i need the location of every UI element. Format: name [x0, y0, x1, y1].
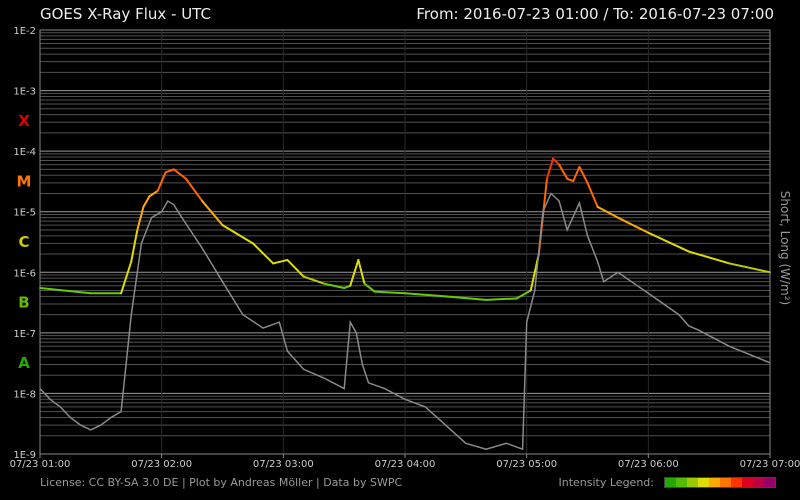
series-long-segment [130, 228, 139, 263]
series-long-segment [373, 290, 406, 295]
plot-frame [39, 29, 771, 455]
series-long-segment [515, 289, 532, 300]
series-long-segment [728, 262, 771, 274]
series-long-segment [357, 258, 366, 285]
grid-lines [39, 30, 771, 455]
series-long-segment [485, 297, 518, 301]
flare-class-C: C [18, 233, 29, 251]
legend-swatch [720, 478, 731, 487]
y-tick-label: 1E-2 [13, 26, 36, 37]
series-long-segment [647, 231, 690, 253]
x-tick-label: 07/23 01:00 [10, 459, 71, 470]
series-long-segment [343, 284, 352, 290]
legend-swatch [764, 478, 775, 487]
legend-swatch [709, 478, 720, 487]
range-separator: / [603, 5, 609, 23]
time-range: From: 2016-07-23 01:00 / To: 2016-07-23 … [416, 5, 774, 23]
series-long-segment [566, 177, 575, 183]
series-long-segment [136, 205, 145, 231]
series-long-segment [201, 200, 224, 227]
y-tick-label: 1E-7 [13, 329, 36, 340]
y-tick-label: 1E-8 [13, 389, 36, 400]
series-long-segment [142, 195, 151, 208]
to-value: 2016-07-23 07:00 [638, 5, 774, 23]
x-tick-label: 07/23 04:00 [375, 459, 436, 470]
x-tick-labels: 07/23 01:00 07/23 02:00 07/23 03:00 07/23 0… [10, 454, 800, 470]
license-note: License: CC BY-SA 3.0 DE | Plot by Andre… [40, 476, 403, 489]
series-long-segment [444, 295, 488, 301]
series-long-segment [120, 260, 133, 295]
chart-title: GOES X-Ray Flux - UTC [40, 5, 211, 23]
series-long-segment [164, 168, 175, 174]
series-long-segment [552, 157, 561, 166]
x-tick-label: 07/23 06:00 [618, 459, 679, 470]
series-long-segment [558, 163, 569, 180]
legend-swatch [687, 478, 698, 487]
x-tick-label: 07/23 02:00 [131, 459, 192, 470]
series-long-segment [148, 189, 159, 198]
flare-class-A: A [18, 354, 30, 372]
series-long-segment [221, 224, 254, 245]
series-long-segment [302, 275, 325, 285]
flare-class-B: B [18, 294, 29, 312]
legend-color-bar [664, 477, 776, 488]
legend-swatch [731, 478, 742, 487]
x-tick-label: 07/23 05:00 [496, 459, 557, 470]
flux-series [39, 157, 771, 451]
series-long-segment [39, 287, 92, 295]
legend-swatch [676, 478, 687, 487]
flare-class-X: X [18, 112, 30, 130]
series-long-segment [545, 157, 555, 180]
y-tick-label: 1E-4 [13, 147, 36, 158]
series-long-segment [251, 242, 275, 265]
x-tick-label: 07/23 07:00 [740, 459, 800, 470]
y-tick-label: 1E-3 [13, 87, 36, 98]
y-tick-label: 1E-5 [13, 208, 36, 219]
series-long-segment [687, 250, 731, 265]
y-tick-label: 1E-6 [13, 268, 36, 279]
intensity-legend: Intensity Legend: [558, 476, 776, 489]
series-long-segment [596, 205, 619, 219]
legend-swatch [742, 478, 753, 487]
series-long-segment [586, 181, 599, 208]
y-axis-label: Short, Long (W/m²) [778, 190, 792, 306]
series-long-segment [363, 282, 376, 293]
series-long-segment [404, 292, 447, 298]
legend-swatch [753, 478, 764, 487]
series-long-segment [572, 165, 581, 183]
series-long-segment [616, 216, 650, 234]
series-long-segment [185, 177, 204, 203]
x-tick-label: 07/23 03:00 [253, 459, 314, 470]
series-long-segment [286, 258, 305, 278]
flare-class-M: M [17, 172, 32, 190]
series-long-segment [172, 168, 187, 180]
series-long-segment [322, 282, 346, 290]
series-long-segment [349, 258, 360, 287]
y-tick-label: 1E-9 [13, 450, 36, 461]
from-value: 2016-07-23 01:00 [463, 5, 599, 23]
series-long-segment [272, 258, 289, 265]
legend-swatch [698, 478, 709, 487]
series-long-segment [156, 171, 167, 192]
series-long-segment [578, 165, 589, 184]
to-label: To: [613, 5, 635, 23]
y-tick-labels: 1E-9 1E-8 1E-7 1E-6 1E-5 1E-4 1E-3 1E-2 [13, 26, 36, 461]
legend-swatch [665, 478, 676, 487]
from-label: From: [416, 5, 459, 23]
flare-class-labels: A B C M X [17, 112, 32, 372]
legend-label: Intensity Legend: [558, 476, 655, 489]
series-short-line [39, 192, 771, 451]
